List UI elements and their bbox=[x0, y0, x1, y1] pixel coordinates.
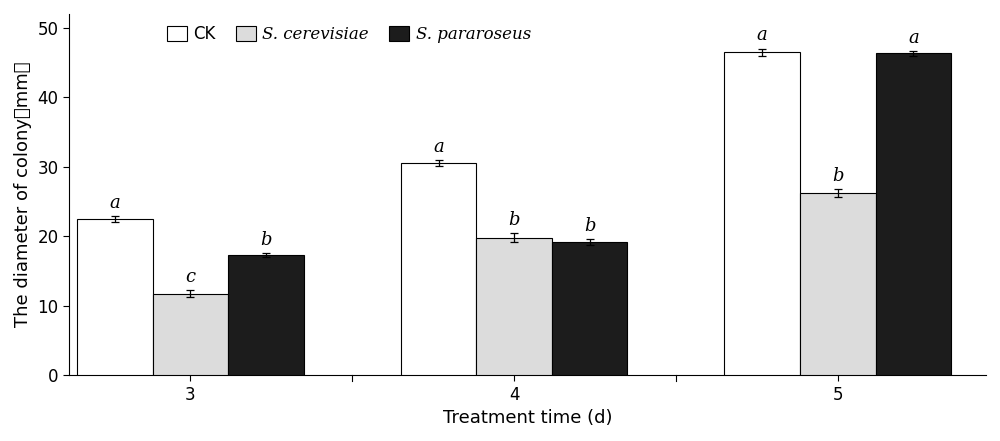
Y-axis label: The diameter of colony（mm）: The diameter of colony（mm） bbox=[14, 62, 32, 327]
Text: b: b bbox=[832, 167, 844, 185]
Text: a: a bbox=[109, 194, 120, 212]
Text: b: b bbox=[508, 211, 520, 229]
Text: b: b bbox=[584, 217, 595, 235]
Text: a: a bbox=[757, 26, 768, 45]
Bar bbox=[476, 238, 552, 375]
Bar bbox=[228, 255, 304, 375]
Bar bbox=[876, 53, 951, 375]
Bar bbox=[724, 52, 800, 375]
X-axis label: Treatment time (d): Treatment time (d) bbox=[443, 409, 612, 427]
Bar bbox=[552, 242, 627, 375]
Bar bbox=[800, 193, 876, 375]
Bar bbox=[77, 219, 153, 375]
Text: b: b bbox=[260, 231, 272, 249]
Legend: CK, S. cerevisiae, S. pararoseus: CK, S. cerevisiae, S. pararoseus bbox=[160, 19, 537, 50]
Text: a: a bbox=[433, 138, 444, 156]
Text: c: c bbox=[185, 268, 195, 286]
Bar bbox=[401, 163, 476, 375]
Text: a: a bbox=[908, 29, 919, 47]
Bar bbox=[153, 294, 228, 375]
